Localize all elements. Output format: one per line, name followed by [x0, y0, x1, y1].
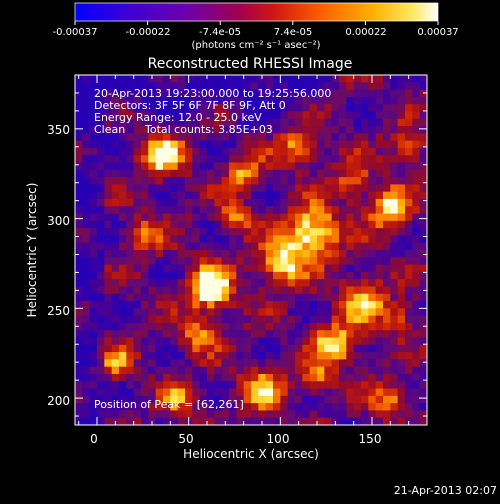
rhessi-image — [75, 75, 427, 425]
y-tick-label: 350 — [47, 123, 70, 137]
annotation-counts: Total counts: 3.85E+03 — [144, 123, 273, 136]
x-axis-label: Heliocentric X (arcsec) — [183, 447, 319, 461]
annotation-method: Clean — [94, 123, 125, 136]
x-tick-label: 100 — [267, 432, 290, 446]
annotation-energy: Energy Range: 12.0 - 25.0 keV — [94, 111, 262, 124]
y-tick-label: 200 — [47, 394, 70, 408]
footer-timestamp: 21-Apr-2013 02:07 — [394, 484, 497, 497]
annotation-peak: Position of Peak = [62,261] — [94, 398, 244, 411]
colorbar-tick-label: 7.4e-05 — [274, 27, 312, 38]
plot-title: Reconstructed RHESSI Image — [148, 56, 353, 72]
annotation-time-range: 20-Apr-2013 19:23:00.000 to 19:25:56.000 — [94, 87, 331, 100]
colorbar-unit-label: (photons cm⁻² s⁻¹ asec⁻²) — [191, 40, 320, 51]
y-tick-label: 250 — [47, 304, 70, 318]
colorbar-ticks — [74, 21, 439, 25]
y-tick-label: 300 — [47, 214, 70, 228]
colorbar-tick-label: 0.00037 — [417, 27, 458, 38]
plot-frame — [74, 74, 428, 426]
colorbar-tick-label: -0.00022 — [126, 27, 171, 38]
x-tick-label: 0 — [90, 432, 98, 446]
x-tick-label: 150 — [359, 432, 382, 446]
x-tick-label: 50 — [178, 432, 193, 446]
colorbar-gradient — [74, 2, 439, 22]
y-axis-label: Heliocentric Y (arcsec) — [25, 183, 39, 318]
annotation-detectors: Detectors: 3F 5F 6F 7F 8F 9F, Att 0 — [94, 99, 286, 112]
axis-ticks — [75, 74, 428, 425]
colorbar-tick-label: 0.00022 — [345, 27, 386, 38]
colorbar-tick-label: -0.00037 — [53, 27, 98, 38]
colorbar: -0.00037 -0.00022 -7.4e-05 7.4e-05 0.000… — [53, 2, 459, 51]
colorbar-tick-label: -7.4e-05 — [199, 27, 241, 38]
